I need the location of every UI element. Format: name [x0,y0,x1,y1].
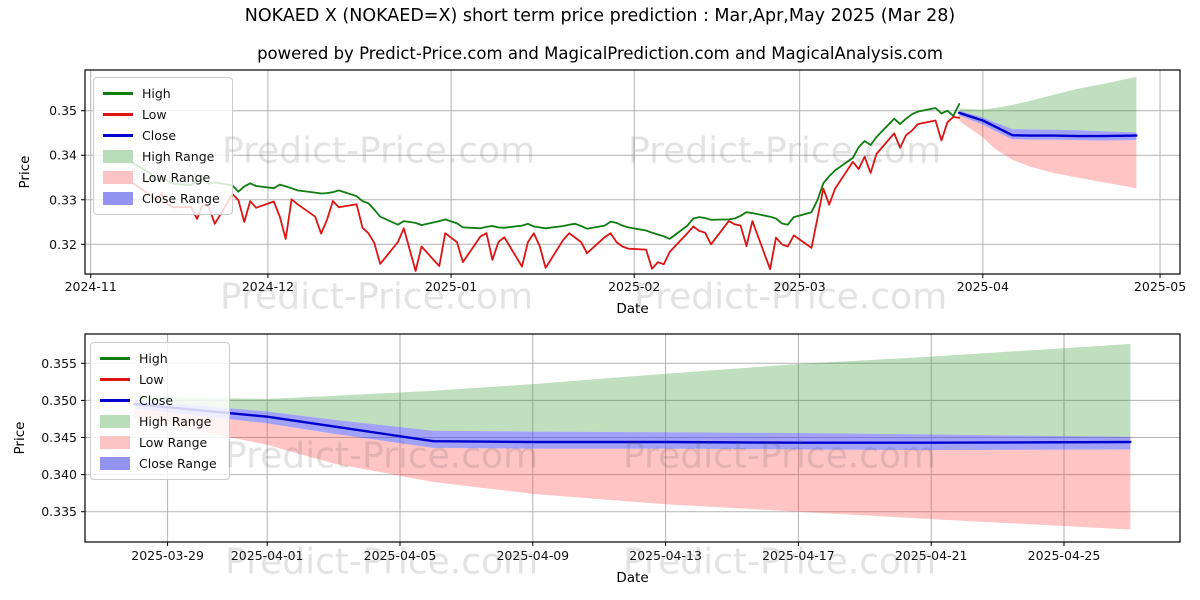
legend-item-low-range: Low Range [100,432,217,453]
y-axis-label: Price [17,156,33,189]
y-tick-label: 0.33 [49,192,77,207]
x-tick-label: 2025-04 [957,279,1009,294]
y-tick-label: 0.34 [49,148,77,163]
legend-bottom-chart: High Low Close High Range Low Range Close Ran… [90,342,230,480]
y-tick-label: 0.350 [41,393,77,408]
y-tick-label: 0.345 [41,430,77,445]
legend-band-swatch [103,192,133,205]
chart-title: NOKAED X (NOKAED=X) short term price pre… [244,6,956,26]
x-tick-label: 2025-04-09 [496,548,569,563]
x-tick-label: 2025-04-17 [762,548,835,563]
x-tick-label: 2024-11 [65,279,117,294]
chart-subtitle: powered by Predict-Price.com and Magical… [257,44,943,63]
x-tick-label: 2024-12 [242,279,294,294]
legend-label: Low Range [139,435,208,450]
x-tick-label: 2025-05 [1134,279,1186,294]
legend-line-swatch [100,357,130,360]
x-tick-label: 2025-04-21 [895,548,968,563]
legend-band-swatch [100,436,130,449]
low-range-band [959,115,1137,189]
y-tick-label: 0.335 [41,504,77,519]
chart-full-history-with-forecast: 2024-11 2024-12 2025-01 2025-02 2025-03 2025-… [17,69,1186,317]
legend-line-swatch [103,92,133,95]
legend-item-high: High [103,83,220,104]
x-tick-label: 2025-03 [774,279,826,294]
y-tick-label: 0.355 [41,356,77,371]
legend-item-low-range: Low Range [103,167,220,188]
x-axis-label: Date [616,570,648,586]
legend-item-close-range: Close Range [103,188,220,209]
close-range-band [134,400,1131,451]
high-range-band [134,344,1131,437]
legend-band-swatch [100,415,130,428]
x-tick-label: 2025-02 [608,279,660,294]
plot-border [84,69,1181,275]
legend-line-swatch [103,134,133,137]
legend-item-high-range: High Range [100,411,217,432]
axes-labels: 2024-11 2024-12 2025-01 2025-02 2025-03 2025-… [17,103,1186,317]
legend-label: Low [142,107,167,122]
legend-band-swatch [100,457,130,470]
legend-item-close: Close [100,390,217,411]
legend-band-swatch [103,171,133,184]
x-tick-label: 2025-04-05 [364,548,437,563]
legend-line-swatch [103,113,133,116]
chart-forecast-zoom: 2025-03-29 2025-04-01 2025-04-05 2025-04-09… [12,333,1181,586]
legend-label: High Range [142,149,215,164]
grid [85,70,1180,274]
low-range-band [134,408,1131,530]
legend-top-chart: High Low Close High Range Low Range Close Ran… [93,77,233,215]
y-axis-label: Price [12,422,28,455]
close-range-band [959,110,1137,141]
close-line [133,402,1132,444]
high-range-band [959,76,1137,133]
legend-band-swatch [103,150,133,163]
legend-item-low: Low [100,369,217,390]
x-axis-label: Date [616,301,648,317]
legend-label: High [142,86,171,101]
legend-label: High [139,351,168,366]
legend-label: Low Range [142,170,211,185]
x-tick-label: 2025-04-25 [1028,548,1101,563]
legend-label: Close Range [142,191,220,206]
legend-item-low: Low [103,104,220,125]
x-tick-label: 2025-03-29 [131,548,204,563]
y-tick-label: 0.340 [41,467,77,482]
close-line [958,111,1138,138]
legend-item-high: High [100,348,217,369]
legend-label: Close [139,393,174,408]
x-tick-label: 2025-04-01 [231,548,304,563]
legend-line-swatch [100,399,130,402]
high-line [131,103,961,240]
legend-item-close: Close [103,125,220,146]
legend-label: Close Range [139,456,217,471]
legend-item-high-range: High Range [103,146,220,167]
legend-label: Close [142,128,177,143]
x-tick-label: 2025-04-13 [629,548,702,563]
axes-labels: 2025-03-29 2025-04-01 2025-04-05 2025-04-09… [12,356,1100,586]
x-tick-label: 2025-01 [425,279,477,294]
y-tick-label: 0.35 [49,103,77,118]
y-tick-label: 0.32 [49,237,77,252]
legend-line-swatch [100,378,130,381]
legend-label: Low [139,372,164,387]
low-line [131,116,961,272]
legend-item-close-range: Close Range [100,453,217,474]
legend-label: High Range [139,414,212,429]
